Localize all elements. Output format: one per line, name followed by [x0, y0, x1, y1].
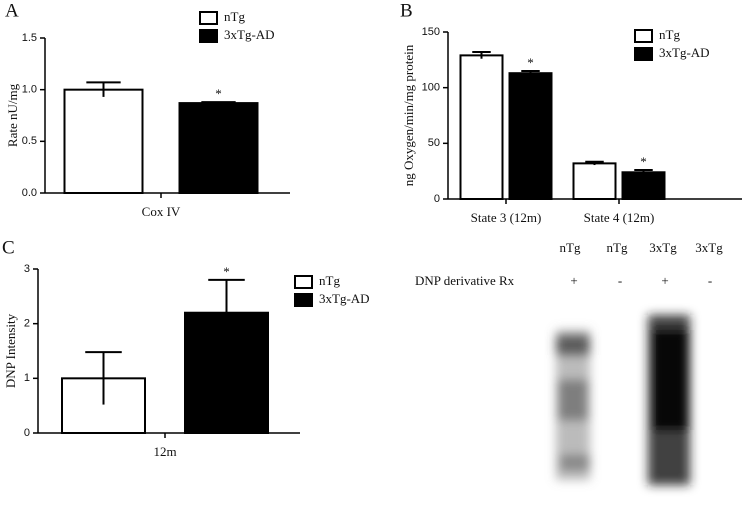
y-tick-label: 100 — [422, 82, 440, 94]
blot-labels: nTg nTg 3xTg 3xTg DNP derivative Rx + - … — [415, 240, 723, 288]
significance: * — [640, 154, 647, 169]
lane-label: 3xTg — [695, 240, 723, 255]
y-tick-label: 0.0 — [22, 187, 37, 199]
panel-label: C — [2, 237, 15, 258]
y-tick-label: 1.5 — [22, 32, 37, 44]
y-axis-label: DNP Intensity — [3, 313, 18, 388]
y-tick-label: 1.0 — [22, 84, 37, 96]
x-tick-label: State 4 (12m) — [584, 210, 655, 225]
bar — [572, 162, 617, 201]
panel-label: A — [5, 0, 19, 21]
legend-swatch — [634, 47, 653, 61]
legend-swatch — [294, 275, 313, 289]
bar — [63, 88, 144, 194]
legend-label: nTg — [224, 9, 245, 24]
lane-label: nTg — [560, 240, 581, 255]
treatment: - — [708, 273, 712, 288]
y-tick-label: 50 — [428, 137, 440, 149]
bar — [621, 171, 666, 200]
y-tick-label: 0 — [24, 427, 30, 439]
blot-image — [556, 315, 690, 485]
bar — [459, 54, 504, 200]
treatment: + — [570, 273, 577, 288]
y-tick-label: 0.5 — [22, 135, 37, 147]
bar — [178, 102, 259, 194]
treatment: + — [661, 273, 668, 288]
y-tick-label: 150 — [422, 26, 440, 38]
y-tick-label: 2 — [24, 318, 30, 330]
y-axis-label: ng Oxygen/min/mg protein — [401, 44, 416, 186]
panel-label: B — [400, 0, 413, 21]
legend-swatch — [294, 293, 313, 307]
y-axis-label: Rate nU/mg — [5, 83, 20, 147]
significance: * — [527, 55, 534, 70]
significance: * — [223, 264, 230, 279]
legend-label: 3xTg-AD — [224, 27, 275, 42]
lane-label: 3xTg — [649, 240, 677, 255]
legend-swatch — [634, 29, 653, 43]
x-tick-label: State 3 (12m) — [471, 210, 542, 225]
bar — [508, 72, 553, 200]
treatment: - — [618, 273, 622, 288]
legend-label: 3xTg-AD — [319, 291, 370, 306]
y-tick-label: 3 — [24, 263, 30, 275]
y-tick-label: 1 — [24, 372, 30, 384]
legend-swatch — [199, 11, 218, 25]
x-tick-label: Cox IV — [142, 204, 181, 219]
significance: * — [215, 86, 222, 101]
legend-swatch — [199, 29, 218, 43]
x-tick-label: 12m — [153, 444, 176, 459]
legend-label: nTg — [659, 27, 680, 42]
y-tick-label: 0 — [434, 193, 440, 205]
row-label: DNP derivative Rx — [415, 273, 515, 288]
legend-label: nTg — [319, 273, 340, 288]
lane-label: nTg — [607, 240, 628, 255]
legend-label: 3xTg-AD — [659, 45, 710, 60]
